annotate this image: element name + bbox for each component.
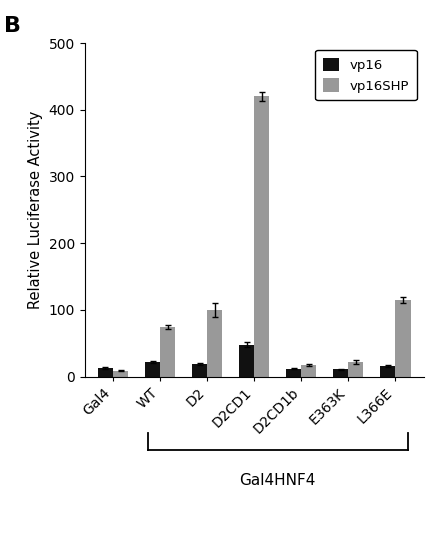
Text: Gal4HNF4: Gal4HNF4 <box>240 473 316 489</box>
Legend: vp16, vp16SHP: vp16, vp16SHP <box>315 49 417 101</box>
Bar <box>113 371 128 377</box>
Bar <box>145 362 160 377</box>
Bar <box>239 344 254 377</box>
Bar <box>207 310 222 377</box>
Bar <box>380 366 396 377</box>
Bar <box>192 364 207 377</box>
Bar <box>396 300 410 377</box>
Bar <box>301 365 316 377</box>
Y-axis label: Relative Luciferase Activity: Relative Luciferase Activity <box>28 111 43 309</box>
Bar <box>348 362 363 377</box>
Bar <box>98 368 113 377</box>
Bar <box>333 369 348 377</box>
Text: B: B <box>4 16 21 36</box>
Bar <box>254 96 269 377</box>
Bar <box>286 369 301 377</box>
Bar <box>160 327 175 377</box>
